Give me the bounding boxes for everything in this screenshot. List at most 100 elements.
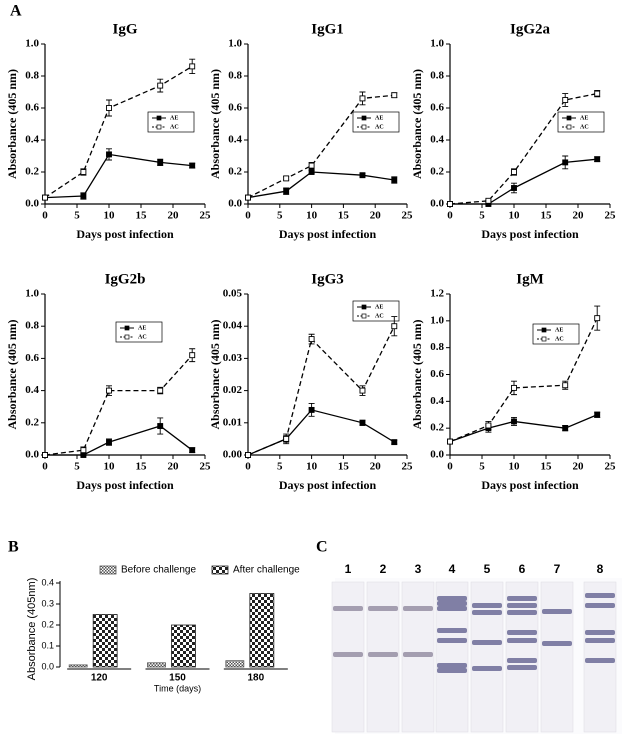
data-point (80, 193, 87, 199)
y-tick-label: 1.0 (25, 288, 39, 300)
data-point (308, 162, 315, 169)
data-point (283, 175, 290, 182)
panel-label: B (8, 539, 19, 556)
y-tick-label: 0.2 (25, 166, 39, 178)
x-tick-label: 150 (169, 673, 186, 684)
panel-label: A (10, 3, 22, 20)
data-point (80, 447, 87, 454)
data-point (157, 159, 164, 166)
data-point (308, 169, 315, 175)
lane-label: 2 (380, 562, 387, 576)
x-tick-label: 25 (402, 461, 414, 473)
legend-marker (156, 115, 162, 121)
x-tick-label: 0 (245, 461, 251, 473)
lane-label: 4 (449, 562, 456, 576)
legend-label: AE (580, 115, 588, 121)
legend-marker (361, 124, 367, 130)
legend-label: AE (375, 304, 383, 310)
data-point (594, 315, 601, 322)
data-point (106, 439, 112, 446)
x-axis-label: Days post infection (279, 227, 377, 241)
x-axis-label: Days post infection (481, 478, 579, 492)
y-tick-label: 0.05 (223, 288, 243, 300)
legend-label: AE (170, 115, 178, 121)
legend-marker (124, 334, 130, 340)
x-tick-label: 15 (541, 461, 553, 473)
data-point (562, 159, 569, 166)
y-tick-label: 0.6 (228, 102, 242, 114)
x-tick-label: 5 (74, 210, 80, 222)
data-line (247, 171, 395, 199)
x-tick-label: 10 (104, 461, 116, 473)
data-point (245, 194, 251, 201)
data-point (511, 384, 517, 391)
legend-label: AE (555, 327, 563, 333)
data-point (391, 323, 398, 330)
bar (68, 664, 88, 668)
x-tick-label: 0 (42, 210, 48, 222)
data-point (42, 194, 48, 201)
blot-band (333, 652, 363, 657)
blot-band (585, 638, 615, 643)
data-line (247, 94, 395, 199)
y-tick-label: 0.01 (223, 416, 242, 428)
blot-band (333, 606, 363, 611)
y-tick-label: 0.8 (430, 70, 444, 82)
legend-marker (361, 313, 367, 319)
data-point (359, 95, 366, 102)
blot-band (368, 652, 398, 657)
y-tick-label: 0.6 (430, 102, 444, 114)
lane-label: 1 (345, 562, 352, 576)
legend-marker (361, 304, 367, 310)
data-point (245, 452, 251, 458)
legend-label: AC (375, 313, 384, 319)
data-line (449, 317, 598, 443)
chart-title: IgG1 (311, 21, 344, 37)
data-point (447, 438, 453, 445)
x-tick-label: 20 (168, 210, 180, 222)
data-point (447, 201, 453, 207)
y-tick-label: 0.0 (25, 198, 39, 210)
data-point (106, 151, 112, 158)
y-tick-label: 0.4 (430, 395, 444, 407)
data-line (44, 354, 193, 456)
data-point (157, 387, 164, 394)
lane-label: 7 (554, 562, 561, 576)
data-point (485, 422, 492, 429)
x-tick-label: 20 (370, 461, 382, 473)
data-point (485, 197, 492, 204)
x-tick-label: 10 (509, 461, 521, 473)
data-point (359, 387, 366, 394)
bar (147, 662, 166, 668)
y-axis-label: Absorbance (405 nm) (410, 319, 424, 429)
chart-title: IgG (112, 21, 137, 37)
data-point (283, 188, 290, 195)
x-tick-label: 25 (605, 461, 617, 473)
data-point (511, 169, 517, 175)
y-axis-label: Absorbance (405 nm) (5, 69, 19, 179)
blot-band (437, 663, 467, 668)
panel-label: C (316, 539, 328, 556)
blot-band (403, 652, 433, 657)
data-line (44, 153, 193, 199)
chart-title: IgM (516, 271, 544, 287)
x-axis-label: Days post infection (76, 227, 174, 241)
blot-band (437, 628, 467, 633)
data-point (391, 439, 398, 446)
data-point (511, 185, 517, 191)
x-tick-label: 25 (402, 210, 414, 222)
x-tick-label: 25 (200, 210, 212, 222)
y-tick-label: 0.00 (223, 449, 243, 461)
x-tick-label: 5 (479, 461, 485, 473)
x-tick-label: 120 (91, 673, 108, 684)
blot-band (507, 658, 537, 663)
data-point (189, 352, 196, 359)
blot-band (472, 640, 502, 645)
blot-band (472, 603, 502, 608)
western-blot (331, 578, 622, 734)
x-tick-label: 0 (245, 210, 251, 222)
x-tick-label: 20 (573, 210, 585, 222)
blot-band (507, 638, 537, 643)
blot-band (437, 606, 467, 611)
data-point (106, 387, 112, 394)
